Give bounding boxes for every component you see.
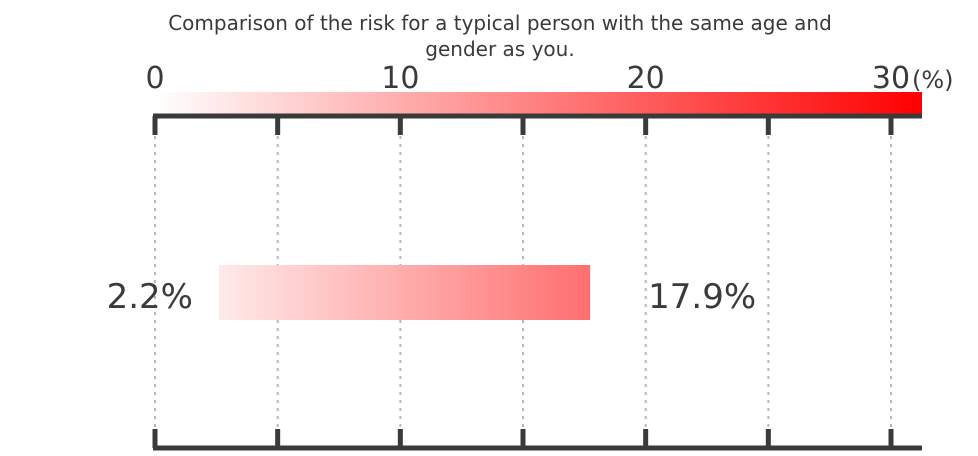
high-value-label: 17.9%: [648, 277, 756, 317]
axis-unit-label: (%): [912, 66, 954, 94]
tick-label: 20: [627, 61, 665, 96]
tick-label: 0: [145, 61, 164, 96]
range-bar: [218, 265, 591, 320]
tick-label: 10: [381, 61, 419, 96]
tick-label: 30: [872, 61, 910, 96]
color-scale-strip: [155, 92, 922, 115]
low-value-label: 2.2%: [107, 277, 193, 317]
chart-title: Comparison of the risk for a typical per…: [168, 11, 832, 61]
